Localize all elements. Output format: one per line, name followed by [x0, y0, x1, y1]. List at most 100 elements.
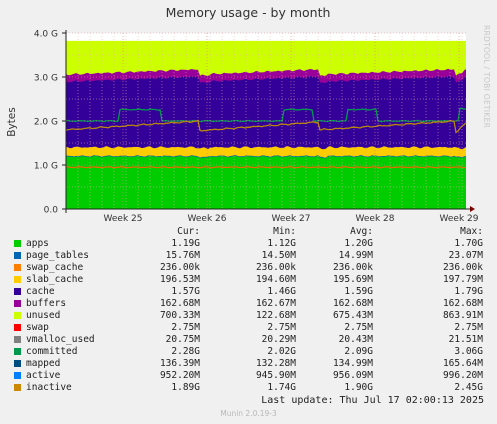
munin-version: Munin 2.0.19-3	[220, 409, 277, 418]
x-tick-labels: Week 25 Week 26 Week 27 Week 28 Week 29	[104, 214, 479, 224]
legend-cur: 700.33M	[159, 310, 200, 321]
legend-label: active	[26, 370, 61, 381]
legend-avg: 162.68M	[332, 298, 373, 309]
legend-row-mapped: mapped 136.39M 132.28M 134.99M 165.64M	[0, 358, 497, 370]
legend-cur: 1.57G	[171, 286, 200, 297]
legend-cur: 196.53M	[159, 274, 200, 285]
legend-avg: 2.09G	[344, 346, 373, 357]
legend-label: unused	[26, 310, 61, 321]
legend-avg: 1.59G	[344, 286, 373, 297]
legend-max: 2.45G	[454, 382, 483, 393]
legend-cur: 2.75M	[171, 322, 200, 333]
legend-row-cache: cache 1.57G 1.46G 1.59G 1.79G	[0, 286, 497, 298]
header-avg: Avg:	[350, 226, 373, 237]
legend-min: 122.68M	[255, 310, 296, 321]
x-tick-label: Week 26	[188, 214, 227, 224]
line-inactive	[65, 119, 467, 134]
legend-row-inactive: inactive 1.89G 1.74G 1.90G 2.45G	[0, 382, 497, 394]
legend-label: buffers	[26, 298, 67, 309]
legend-cur: 1.19G	[171, 238, 200, 249]
y-tick-label: 3.0 G	[34, 74, 58, 84]
header-cur: Cur:	[177, 226, 200, 237]
legend-swatch	[14, 264, 21, 271]
legend-row-committed: committed 2.28G 2.02G 2.09G 3.06G	[0, 346, 497, 358]
y-axis-label: Bytes	[6, 107, 18, 136]
x-tick-label: Week 25	[104, 214, 143, 224]
legend-swatch	[14, 324, 21, 331]
legend-avg: 1.90G	[344, 382, 373, 393]
legend-swatch	[14, 372, 21, 379]
legend-min: 236.00k	[255, 262, 296, 273]
legend-cur: 162.68M	[159, 298, 200, 309]
legend-max: 162.68M	[442, 298, 483, 309]
last-update: Last update: Thu Jul 17 02:00:13 2025	[261, 395, 484, 406]
legend-max: 863.91M	[442, 310, 483, 321]
y-tick-label: 2.0 G	[34, 118, 58, 128]
legend-label: committed	[26, 346, 78, 357]
legend-max: 2.75M	[454, 322, 483, 333]
legend-avg: 956.09M	[332, 370, 373, 381]
header-max: Max:	[460, 226, 483, 237]
legend-cur: 1.89G	[171, 382, 200, 393]
legend-swatch	[14, 312, 21, 319]
legend-swatch	[14, 300, 21, 307]
legend-swatch	[14, 252, 21, 259]
legend-min: 194.60M	[255, 274, 296, 285]
header-min: Min:	[273, 226, 296, 237]
legend-min: 1.12G	[267, 238, 296, 249]
legend-swatch	[14, 348, 21, 355]
legend-avg: 195.69M	[332, 274, 373, 285]
legend-min: 2.02G	[267, 346, 296, 357]
rrdtool-credit: RRDTOOL / TOBI OETIKER	[482, 25, 491, 129]
legend-label: apps	[26, 238, 49, 249]
legend-cur: 20.75M	[165, 334, 200, 345]
legend-min: 1.46G	[267, 286, 296, 297]
legend-avg: 2.75M	[344, 322, 373, 333]
legend-cur: 236.00k	[159, 262, 200, 273]
legend-max: 3.06G	[454, 346, 483, 357]
legend-label: swap	[26, 322, 49, 333]
legend-cur: 15.76M	[165, 250, 200, 261]
legend-row-buffers: buffers 162.68M 162.67M 162.68M 162.68M	[0, 298, 497, 310]
legend-label: slab_cache	[26, 274, 84, 285]
legend-swatch	[14, 276, 21, 283]
legend-avg: 14.99M	[338, 250, 373, 261]
legend-cur: 952.20M	[159, 370, 200, 381]
legend-max: 1.79G	[454, 286, 483, 297]
legend-swatch	[14, 336, 21, 343]
legend-avg: 20.43M	[338, 334, 373, 345]
y-tick-label: 0.0	[44, 206, 59, 216]
legend-max: 21.51M	[448, 334, 483, 345]
legend-max: 197.79M	[442, 274, 483, 285]
legend-row-slab_cache: slab_cache 196.53M 194.60M 195.69M 197.79M	[0, 274, 497, 286]
legend-label: page_tables	[26, 250, 89, 261]
legend-avg: 236.00k	[332, 262, 373, 273]
legend-row-apps: apps 1.19G 1.12G 1.20G 1.70G	[0, 238, 497, 250]
y-tick-label: 1.0 G	[34, 162, 58, 172]
x-tick-label: Week 29	[440, 214, 479, 224]
legend-min: 132.28M	[255, 358, 296, 369]
legend-max: 1.70G	[454, 238, 483, 249]
legend-cur: 136.39M	[159, 358, 200, 369]
legend-swatch	[14, 384, 21, 391]
x-axis-arrow	[470, 206, 475, 212]
legend-min: 1.74G	[267, 382, 296, 393]
legend-max: 165.64M	[442, 358, 483, 369]
y-tick-label: 4.0 G	[34, 30, 58, 40]
legend-max: 23.07M	[448, 250, 483, 261]
legend-min: 20.29M	[261, 334, 296, 345]
legend-label: cache	[26, 286, 55, 297]
legend-header: Cur: Min: Avg: Max:	[0, 226, 497, 238]
legend-min: 14.50M	[261, 250, 296, 261]
legend-label: vmalloc_used	[26, 334, 95, 345]
legend-swatch	[14, 240, 21, 247]
legend-avg: 1.20G	[344, 238, 373, 249]
legend-min: 162.67M	[255, 298, 296, 309]
legend-swatch	[14, 360, 21, 367]
legend-min: 2.75M	[267, 322, 296, 333]
legend-label: inactive	[26, 382, 72, 393]
x-tick-label: Week 27	[272, 214, 311, 224]
legend-label: swap_cache	[26, 262, 84, 273]
legend-label: mapped	[26, 358, 61, 369]
legend-row-unused: unused 700.33M 122.68M 675.43M 863.91M	[0, 310, 497, 322]
